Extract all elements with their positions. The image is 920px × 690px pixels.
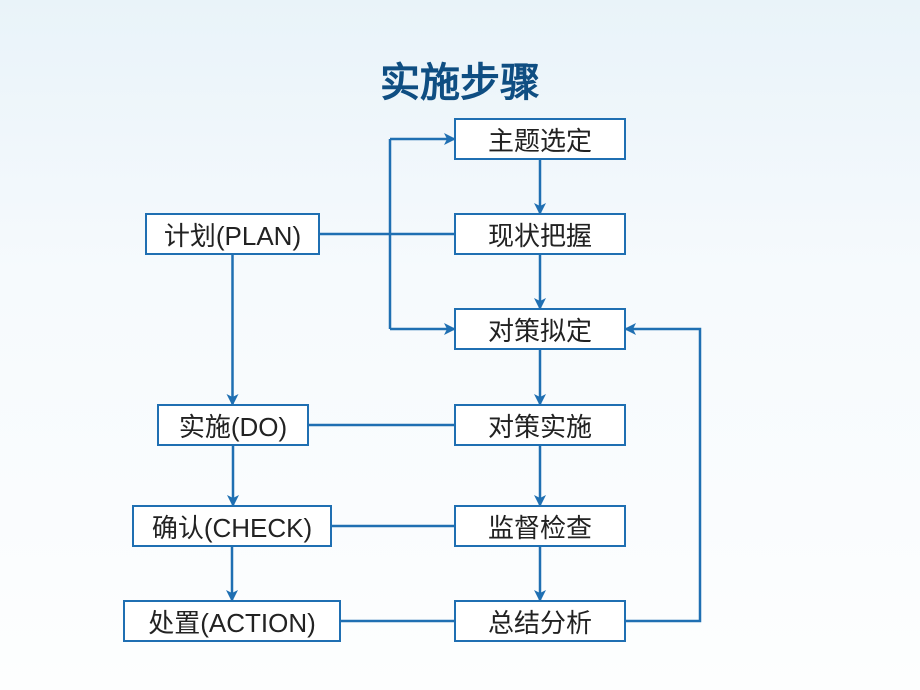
node-action: 处置(ACTION)	[123, 600, 341, 642]
node-status: 现状把握	[454, 213, 626, 255]
node-measure: 对策拟定	[454, 308, 626, 350]
page-title: 实施步骤	[0, 50, 920, 108]
node-plan: 计划(PLAN)	[145, 213, 320, 255]
node-topic: 主题选定	[454, 118, 626, 160]
node-do: 实施(DO)	[157, 404, 309, 446]
node-inspect: 监督检查	[454, 505, 626, 547]
node-summary: 总结分析	[454, 600, 626, 642]
node-check: 确认(CHECK)	[132, 505, 332, 547]
node-impl: 对策实施	[454, 404, 626, 446]
